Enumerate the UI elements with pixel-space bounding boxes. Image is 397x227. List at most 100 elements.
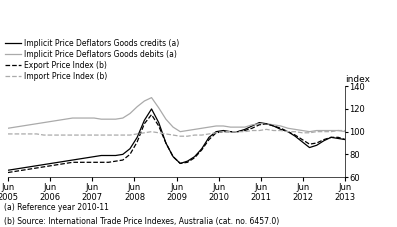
Implicit Price Deflators Goods credits (a): [34, 164, 39, 167]
Implicit Price Deflators Goods credits (a): [149, 108, 154, 110]
Import Price Index (b): [142, 131, 147, 134]
Implicit Price Deflators Goods credits (a): [178, 162, 183, 165]
Import Price Index (b): [285, 130, 290, 133]
Implicit Price Deflators Goods credits (a): [214, 130, 218, 133]
Implicit Price Deflators Goods debits (a): [106, 118, 111, 121]
Implicit Price Deflators Goods debits (a): [142, 100, 147, 102]
Import Price Index (b): [49, 134, 54, 136]
Implicit Price Deflators Goods debits (a): [221, 125, 226, 127]
Import Price Index (b): [307, 131, 312, 134]
Import Price Index (b): [156, 131, 161, 134]
Import Price Index (b): [70, 134, 75, 136]
Export Price Index (b): [228, 130, 233, 133]
Export Price Index (b): [99, 161, 104, 164]
Implicit Price Deflators Goods debits (a): [85, 117, 89, 119]
Import Price Index (b): [199, 134, 204, 136]
Implicit Price Deflators Goods debits (a): [135, 105, 140, 108]
Export Price Index (b): [13, 170, 17, 173]
Implicit Price Deflators Goods debits (a): [178, 130, 183, 133]
Import Price Index (b): [6, 133, 10, 135]
Export Price Index (b): [149, 113, 154, 116]
Import Price Index (b): [135, 133, 140, 135]
Implicit Price Deflators Goods debits (a): [113, 118, 118, 121]
Implicit Price Deflators Goods credits (a): [221, 129, 226, 132]
Export Price Index (b): [199, 148, 204, 151]
Import Price Index (b): [27, 133, 32, 135]
Implicit Price Deflators Goods debits (a): [13, 126, 17, 128]
Export Price Index (b): [257, 123, 262, 126]
Implicit Price Deflators Goods debits (a): [214, 125, 218, 127]
Implicit Price Deflators Goods credits (a): [171, 155, 175, 158]
Import Price Index (b): [322, 130, 326, 133]
Legend: Implicit Price Deflators Goods credits (a), Implicit Price Deflators Goods debit: Implicit Price Deflators Goods credits (…: [5, 39, 180, 81]
Import Price Index (b): [20, 133, 25, 135]
Import Price Index (b): [120, 134, 125, 136]
Implicit Price Deflators Goods credits (a): [120, 153, 125, 156]
Implicit Price Deflators Goods credits (a): [243, 128, 247, 131]
Implicit Price Deflators Goods debits (a): [27, 123, 32, 126]
Text: (b) Source: International Trade Price Indexes, Australia (cat. no. 6457.0): (b) Source: International Trade Price In…: [4, 217, 279, 226]
Implicit Price Deflators Goods debits (a): [171, 126, 175, 128]
Import Price Index (b): [228, 130, 233, 133]
Line: Implicit Price Deflators Goods debits (a): Implicit Price Deflators Goods debits (a…: [8, 98, 345, 132]
Implicit Price Deflators Goods credits (a): [156, 121, 161, 124]
Import Price Index (b): [178, 135, 183, 138]
Implicit Price Deflators Goods credits (a): [106, 154, 111, 157]
Export Price Index (b): [85, 161, 89, 164]
Implicit Price Deflators Goods credits (a): [250, 125, 254, 127]
Import Price Index (b): [13, 133, 17, 135]
Export Price Index (b): [271, 125, 276, 127]
Implicit Price Deflators Goods credits (a): [329, 136, 333, 139]
Implicit Price Deflators Goods debits (a): [99, 118, 104, 121]
Export Price Index (b): [20, 169, 25, 172]
Implicit Price Deflators Goods debits (a): [164, 118, 168, 121]
Import Price Index (b): [92, 134, 96, 136]
Implicit Price Deflators Goods debits (a): [41, 121, 46, 124]
Implicit Price Deflators Goods credits (a): [235, 130, 240, 133]
Implicit Price Deflators Goods credits (a): [322, 139, 326, 142]
Import Price Index (b): [127, 134, 132, 136]
Export Price Index (b): [185, 161, 190, 164]
Export Price Index (b): [49, 164, 54, 167]
Import Price Index (b): [206, 133, 211, 135]
Implicit Price Deflators Goods credits (a): [63, 160, 68, 163]
Export Price Index (b): [156, 125, 161, 127]
Export Price Index (b): [77, 161, 82, 164]
Export Price Index (b): [27, 168, 32, 170]
Implicit Price Deflators Goods credits (a): [271, 125, 276, 127]
Import Price Index (b): [221, 130, 226, 133]
Implicit Price Deflators Goods credits (a): [343, 138, 348, 141]
Line: Import Price Index (b): Import Price Index (b): [8, 129, 345, 136]
Export Price Index (b): [6, 171, 10, 174]
Implicit Price Deflators Goods debits (a): [127, 112, 132, 115]
Import Price Index (b): [293, 130, 297, 133]
Implicit Price Deflators Goods credits (a): [164, 142, 168, 144]
Export Price Index (b): [206, 138, 211, 141]
Import Price Index (b): [77, 134, 82, 136]
Line: Export Price Index (b): Export Price Index (b): [8, 115, 345, 173]
Implicit Price Deflators Goods credits (a): [92, 155, 96, 158]
Implicit Price Deflators Goods debits (a): [336, 129, 341, 132]
Import Price Index (b): [185, 135, 190, 138]
Implicit Price Deflators Goods credits (a): [257, 121, 262, 124]
Implicit Price Deflators Goods debits (a): [63, 118, 68, 121]
Import Price Index (b): [250, 129, 254, 132]
Implicit Price Deflators Goods credits (a): [70, 159, 75, 161]
Implicit Price Deflators Goods debits (a): [77, 117, 82, 119]
Implicit Price Deflators Goods credits (a): [336, 137, 341, 140]
Import Price Index (b): [243, 130, 247, 133]
Implicit Price Deflators Goods debits (a): [235, 126, 240, 128]
Implicit Price Deflators Goods debits (a): [271, 123, 276, 126]
Export Price Index (b): [221, 130, 226, 133]
Implicit Price Deflators Goods credits (a): [99, 154, 104, 157]
Line: Implicit Price Deflators Goods credits (a): Implicit Price Deflators Goods credits (…: [8, 109, 345, 170]
Implicit Price Deflators Goods debits (a): [243, 126, 247, 128]
Implicit Price Deflators Goods credits (a): [27, 165, 32, 168]
Implicit Price Deflators Goods credits (a): [6, 169, 10, 172]
Import Price Index (b): [149, 130, 154, 133]
Import Price Index (b): [329, 130, 333, 133]
Implicit Price Deflators Goods debits (a): [56, 119, 61, 122]
Implicit Price Deflators Goods credits (a): [264, 122, 269, 125]
Export Price Index (b): [336, 136, 341, 139]
Implicit Price Deflators Goods debits (a): [343, 130, 348, 133]
